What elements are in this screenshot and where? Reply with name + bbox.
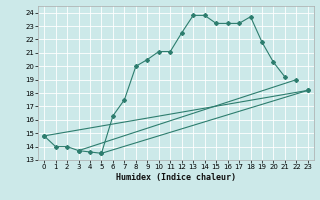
X-axis label: Humidex (Indice chaleur): Humidex (Indice chaleur) — [116, 173, 236, 182]
